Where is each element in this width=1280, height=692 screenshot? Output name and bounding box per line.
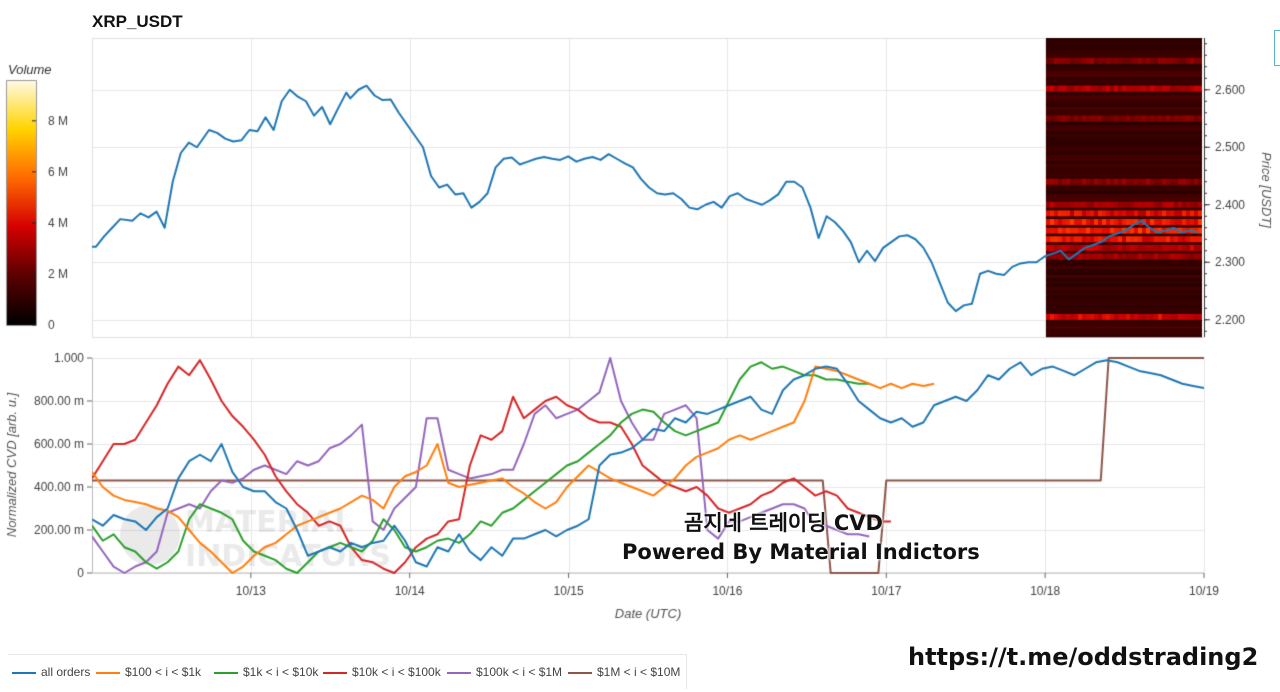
legend-item-10k-100k[interactable]: $10k < i < $100k: [323, 665, 441, 679]
legend-item-all-orders[interactable]: all orders: [12, 665, 90, 679]
overlay-credit: Powered By Material Indictors: [622, 540, 980, 564]
legend: all orders $100 < i < $1k $1k < i < $10k…: [8, 654, 687, 689]
legend-item-1k-10k[interactable]: $1k < i < $10k: [214, 665, 318, 679]
telegram-link[interactable]: https://t.me/oddstrading2: [908, 643, 1258, 671]
legend-item-1m-10m[interactable]: $1M < i < $10M: [568, 665, 680, 679]
legend-item-100k-1m[interactable]: $100k < i < $1M: [447, 665, 562, 679]
panel-edge-tab[interactable]: [1274, 30, 1280, 66]
chart-title: XRP_USDT: [92, 12, 183, 32]
legend-item-100-1k[interactable]: $100 < i < $1k: [96, 665, 201, 679]
overlay-title: 곰지네 트레이딩 CVD: [684, 507, 883, 537]
